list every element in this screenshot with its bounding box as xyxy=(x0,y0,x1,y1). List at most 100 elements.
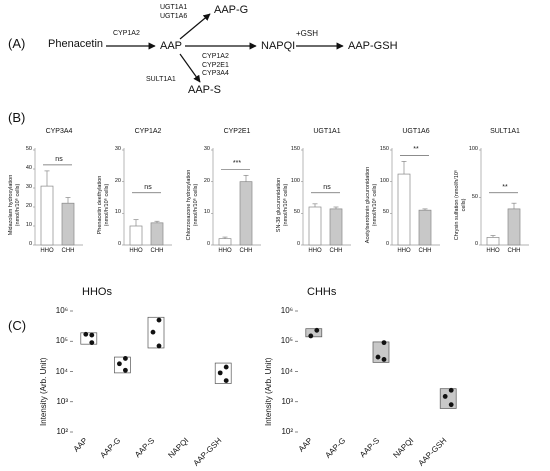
y-tick-label-2-2: 20 xyxy=(203,177,210,184)
data-point-0-1-1 xyxy=(117,361,122,367)
y-tick-label-3-1: 50 xyxy=(293,209,300,216)
phenacetin-node: Phenacetin xyxy=(48,38,104,50)
y-tick-label-3-3: 150 xyxy=(290,146,300,152)
panel-a-label: (A) xyxy=(8,36,26,51)
category-label-0-0: HHO xyxy=(40,248,54,254)
aap-g-node: AAP-G xyxy=(214,4,249,16)
data-point-0-2-1 xyxy=(150,329,156,335)
enzyme-label-cyp1a2-b: CYP1A2 xyxy=(202,53,229,60)
box-y-tick-label-1-0: 10² xyxy=(281,427,293,436)
category-label-4-0: HHO xyxy=(397,248,411,254)
category-label-5-1: CHH xyxy=(507,248,521,254)
box-y-tick-label-0-2: 10⁴ xyxy=(55,366,68,376)
box-1-aap-gsh xyxy=(439,388,457,409)
category-label-1-0: HHO xyxy=(129,248,143,254)
box-y-tick-label-1-3: 10⁵ xyxy=(280,336,293,346)
chart-title-5: SULT1A1 xyxy=(490,128,520,135)
panel-c-label: (C) xyxy=(8,318,27,333)
category-label-3-0: HHO xyxy=(308,248,322,254)
panel-b-label: (B) xyxy=(8,110,26,125)
y-tick-label-3-0: 0 xyxy=(296,241,300,247)
gsh-label: +GSH xyxy=(296,29,319,38)
data-point-0-0-2 xyxy=(89,340,95,346)
y-tick-label-0-1: 10 xyxy=(25,222,32,228)
category-label-0-1: CHH xyxy=(61,248,75,254)
y-tick-label-0-2: 20 xyxy=(25,203,32,209)
box-y-tick-label-0-4: 10⁶ xyxy=(55,306,68,315)
box-0-aap-gsh xyxy=(214,362,232,384)
category-label-2-1: CHH xyxy=(239,248,253,254)
category-label-3-1: CHH xyxy=(329,248,343,254)
data-point-1-2-1 xyxy=(375,354,381,360)
y-tick-label-4-1: 50 xyxy=(382,209,389,216)
arrow-aap-aaps xyxy=(179,53,201,83)
data-point-0-4-1 xyxy=(217,370,223,376)
data-point-1-0-0 xyxy=(314,327,320,333)
data-point-1-2-0 xyxy=(381,340,387,346)
significance-label-5: ** xyxy=(502,183,508,191)
data-point-0-1-0 xyxy=(123,356,128,361)
box-chart-title-0: HHOs xyxy=(82,286,112,298)
enzyme-label-ugt1a1: UGT1A1 xyxy=(160,4,188,11)
y-tick-label-4-0: 0 xyxy=(385,241,389,247)
y-tick-label-1-0: 0 xyxy=(117,241,121,247)
aap-s-node: AAP-S xyxy=(188,84,222,96)
data-point-1-2-2 xyxy=(381,357,387,362)
y-tick-label-0-5: 50 xyxy=(25,146,32,152)
enzyme-label-cyp1a2: CYP1A2 xyxy=(113,30,140,37)
y-tick-label-2-0: 0 xyxy=(206,241,210,247)
chart-title-1: CYP1A2 xyxy=(134,128,162,135)
category-label-2-0: HHO xyxy=(218,248,232,254)
y-tick-label-3-2: 100 xyxy=(290,177,300,184)
y-tick-label-2-1: 10 xyxy=(203,209,210,216)
significance-label-3: ns xyxy=(323,183,331,191)
box-1-aap xyxy=(305,328,323,338)
significance-label-2: *** xyxy=(232,160,242,168)
y-tick-label-5-1: 50 xyxy=(471,193,478,200)
data-point-0-4-0 xyxy=(223,364,229,370)
data-point-1-4-2 xyxy=(448,402,454,408)
aap-node: AAP xyxy=(160,40,183,52)
y-tick-label-5-2: 100 xyxy=(468,146,478,152)
y-tick-label-2-3: 30 xyxy=(203,146,210,152)
data-point-1-4-1 xyxy=(442,394,448,399)
significance-label-4: ** xyxy=(413,146,419,154)
box-y-tick-label-1-1: 10³ xyxy=(281,396,293,406)
box-y-tick-label-1-2: 10⁴ xyxy=(280,366,293,376)
data-point-1-4-0 xyxy=(448,387,454,393)
chart-title-0: CYP3A4 xyxy=(45,128,73,135)
y-tick-label-4-3: 150 xyxy=(379,146,389,152)
aap-gsh-node: AAP-GSH xyxy=(348,40,398,52)
y-tick-label-0-3: 30 xyxy=(25,184,32,190)
significance-label-0: ns xyxy=(55,155,63,163)
data-point-0-4-2 xyxy=(223,378,229,384)
data-point-0-0-0 xyxy=(89,332,95,338)
enzyme-label-ugt1a6: UGT1A6 xyxy=(160,12,188,20)
chart-title-3: UGT1A1 xyxy=(313,128,341,135)
data-point-0-2-2 xyxy=(156,343,162,349)
box-0-aap-g xyxy=(114,356,131,374)
y-tick-label-1-1: 10 xyxy=(114,209,121,216)
enzyme-label-cyp3a4: CYP3A4 xyxy=(202,70,229,77)
category-label-4-1: CHH xyxy=(418,248,432,254)
data-point-0-1-2 xyxy=(123,367,128,373)
category-label-1-1: CHH xyxy=(150,248,164,254)
box-y-tick-label-0-0: 10² xyxy=(56,427,68,436)
arrow-aap-aapg xyxy=(179,13,211,40)
enzyme-label-sult1a1: SULT1A1 xyxy=(146,76,176,83)
data-point-0-2-0 xyxy=(156,317,162,323)
box-y-tick-label-0-3: 10⁵ xyxy=(55,336,68,346)
data-point-1-0-1 xyxy=(308,333,314,339)
significance-label-1: ns xyxy=(144,183,152,191)
data-point-0-0-1 xyxy=(83,331,89,337)
box-0-aap-s xyxy=(147,316,165,349)
category-label-5-0: HHO xyxy=(486,248,500,254)
y-tick-label-1-3: 30 xyxy=(114,146,121,152)
y-tick-label-1-2: 20 xyxy=(114,177,121,184)
enzyme-label-cyp2e1: CYP2E1 xyxy=(202,61,229,69)
box-y-tick-label-0-1: 10³ xyxy=(56,396,68,406)
box-0-aap xyxy=(80,332,98,345)
